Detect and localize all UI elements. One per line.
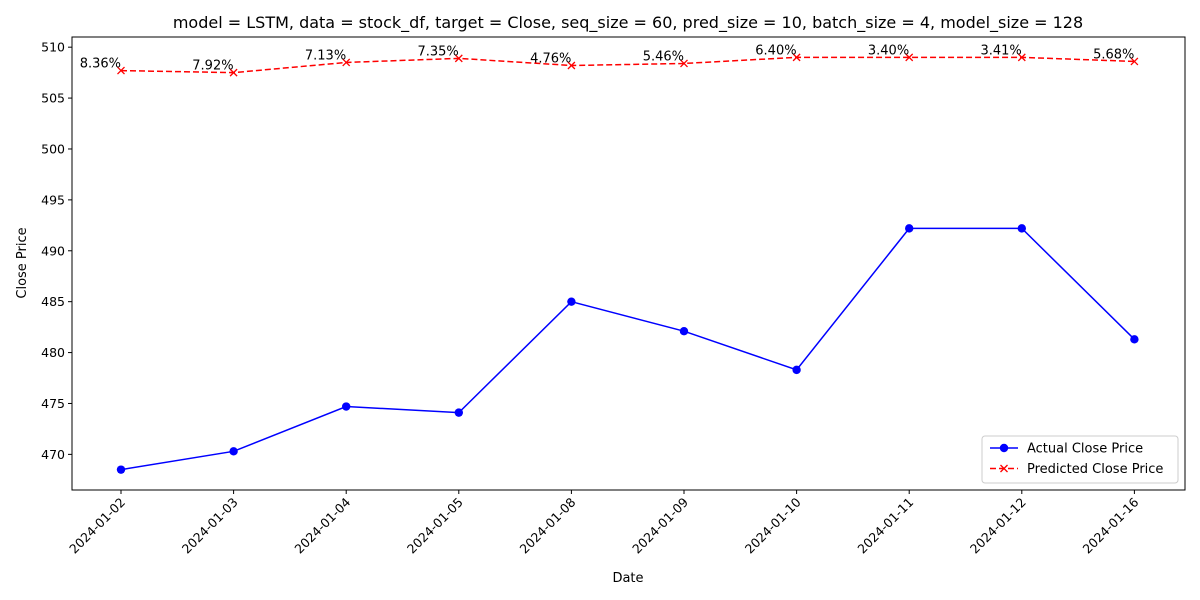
legend: Actual Close Price Predicted Close Price — [981, 435, 1179, 484]
actual-point — [1130, 335, 1139, 344]
chart-title: model = LSTM, data = stock_df, target = … — [173, 13, 1083, 33]
percent-labels: 8.36% 7.92% 7.13% 7.35% 4.76% 5.46% 6.40% 3.40%… — [80, 43, 1135, 73]
predicted-point — [905, 53, 914, 62]
legend-label: Actual Close Price — [1027, 442, 1143, 457]
series-layer — [116, 53, 1139, 474]
y-axis-title: Close Price — [15, 227, 30, 298]
actual-point — [116, 465, 126, 474]
predicted-point — [567, 61, 576, 70]
x-tick-label: 2024-01-02 — [66, 495, 128, 557]
actual-point — [905, 224, 914, 233]
predicted-close-line — [120, 56, 1135, 74]
y-tick-label: 480 — [41, 345, 65, 360]
percent-error-label: 7.35% — [417, 44, 458, 59]
y-tick-label: 495 — [41, 192, 65, 207]
x-tick-label: 2024-01-03 — [179, 495, 241, 557]
percent-error-label: 7.92% — [192, 59, 233, 74]
legend-item-actual: Actual Close Price — [990, 442, 1143, 457]
actual-point — [1017, 224, 1026, 233]
legend-label: Predicted Close Price — [1027, 462, 1163, 477]
predicted-point — [454, 54, 463, 63]
actual-point — [454, 408, 463, 417]
percent-error-label: 5.68% — [1093, 47, 1134, 62]
x-tick-label: 2024-01-09 — [629, 494, 691, 556]
x-axis: 2024-01-02 2024-01-03 2024-01-04 2024-01-05… — [66, 490, 1142, 557]
y-axis: 470 475 480 485 490 495 500 505 510 — [41, 40, 72, 462]
y-tick-label: 470 — [41, 447, 65, 462]
actual-close-line — [120, 227, 1135, 471]
predicted-point — [1017, 53, 1026, 62]
x-tick-label: 2024-01-04 — [291, 494, 353, 556]
y-tick-label: 475 — [41, 396, 65, 411]
predicted-point — [680, 59, 688, 68]
actual-point — [792, 365, 801, 375]
x-tick-label: 2024-01-12 — [967, 495, 1029, 557]
percent-error-label: 3.40% — [868, 43, 909, 58]
predicted-point — [117, 66, 125, 75]
y-tick-label: 490 — [41, 243, 65, 258]
actual-point — [679, 326, 689, 336]
percent-error-label: 6.40% — [755, 43, 796, 58]
percent-error-label: 7.13% — [305, 48, 346, 63]
legend-box — [981, 435, 1179, 484]
percent-error-label: 8.36% — [80, 57, 121, 72]
percent-error-label: 4.76% — [530, 52, 571, 67]
x-tick-label: 2024-01-16 — [1080, 494, 1142, 556]
x-tick-label: 2024-01-08 — [517, 494, 579, 556]
y-tick-label: 510 — [41, 40, 65, 55]
predicted-point — [792, 53, 801, 62]
actual-point — [229, 447, 238, 456]
predicted-point — [1130, 57, 1139, 66]
y-tick-label: 505 — [41, 91, 65, 106]
legend-item-predicted: Predicted Close Price — [990, 462, 1163, 477]
actual-point — [567, 297, 576, 306]
x-tick-label: 2024-01-05 — [404, 495, 466, 557]
percent-error-label: 3.41% — [980, 43, 1021, 58]
actual-point — [342, 402, 351, 411]
x-tick-label: 2024-01-10 — [742, 494, 804, 556]
x-tick-label: 2024-01-11 — [854, 495, 916, 557]
plot-area-frame — [71, 36, 1186, 491]
y-tick-label: 485 — [41, 294, 65, 309]
percent-error-label: 5.46% — [643, 49, 684, 64]
x-axis-title: Date — [612, 571, 643, 586]
predicted-point — [229, 68, 238, 77]
predicted-point — [342, 58, 351, 67]
y-tick-label: 500 — [41, 141, 65, 156]
